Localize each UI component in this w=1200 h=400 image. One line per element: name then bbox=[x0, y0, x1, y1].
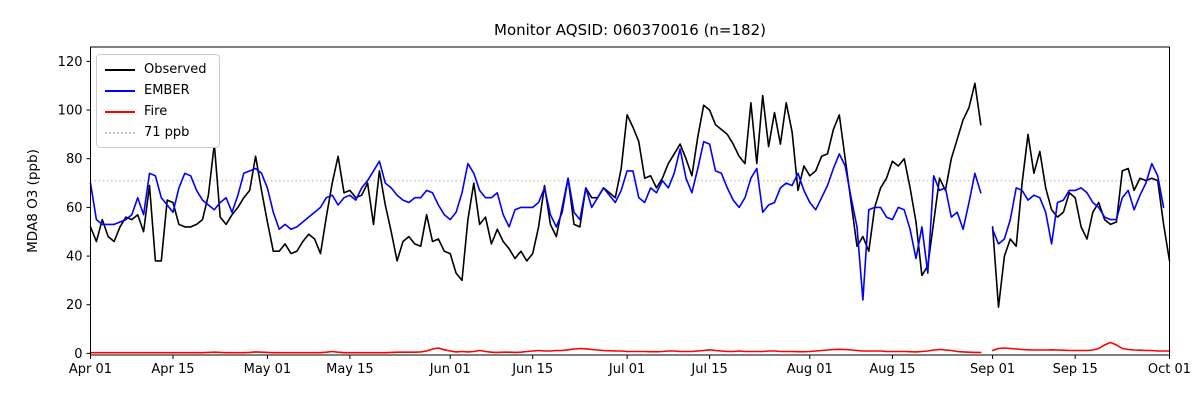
legend-label: Observed bbox=[144, 62, 207, 77]
legend: Observed EMBER Fire 71 ppb bbox=[96, 54, 220, 148]
x-tick-label: Sep 15 bbox=[1053, 362, 1098, 377]
y-tick-label: 60 bbox=[66, 201, 83, 216]
legend-swatch-icon bbox=[105, 110, 135, 113]
y-tick-label: 0 bbox=[74, 347, 82, 362]
legend-item-71-ppb: 71 ppb bbox=[105, 125, 207, 140]
legend-swatch-icon bbox=[105, 89, 135, 92]
series-ember-line bbox=[89, 140, 1165, 301]
plot-border bbox=[90, 46, 1170, 356]
y-tick-label: 100 bbox=[58, 104, 83, 119]
legend-item-ember: EMBER bbox=[105, 83, 207, 98]
legend-label: EMBER bbox=[144, 83, 190, 98]
series-observed-line bbox=[89, 82, 1171, 308]
plot-area: 0 20 40 60 80 100 120 Apr 01 Apr 15 May 01 May 15 J… bbox=[58, 46, 1191, 377]
x-tick-label: Jul 15 bbox=[690, 362, 727, 377]
y-tick-label: 120 bbox=[58, 55, 83, 70]
x-tick-label: Aug 15 bbox=[869, 362, 915, 377]
x-tick-label: Jun 01 bbox=[429, 362, 471, 377]
x-tick-label: May 15 bbox=[326, 362, 374, 377]
x-tick-label: Sep 01 bbox=[970, 362, 1015, 377]
x-tick-label: May 01 bbox=[244, 362, 292, 377]
series-fire-line bbox=[89, 341, 1171, 354]
legend-item-observed: Observed bbox=[105, 62, 207, 77]
y-tick-label: 20 bbox=[66, 298, 83, 313]
legend-item-fire: Fire bbox=[105, 104, 207, 119]
x-tick-label: Apr 15 bbox=[151, 362, 194, 377]
x-tick-label: Jul 01 bbox=[608, 362, 645, 377]
legend-swatch-icon bbox=[105, 131, 135, 134]
y-tick-label: 80 bbox=[66, 152, 83, 167]
y-tick-label: 40 bbox=[66, 250, 83, 265]
legend-label: Fire bbox=[144, 104, 168, 119]
x-tick-label: Aug 01 bbox=[787, 362, 833, 377]
legend-label: 71 ppb bbox=[144, 125, 190, 140]
chart-title: Monitor AQSID: 060370016 (n=182) bbox=[494, 21, 766, 39]
x-tick-label: Jun 15 bbox=[511, 362, 553, 377]
legend-swatch-icon bbox=[105, 68, 135, 71]
x-tick-label: Oct 01 bbox=[1148, 362, 1191, 377]
x-tick-label: Apr 01 bbox=[69, 362, 112, 377]
